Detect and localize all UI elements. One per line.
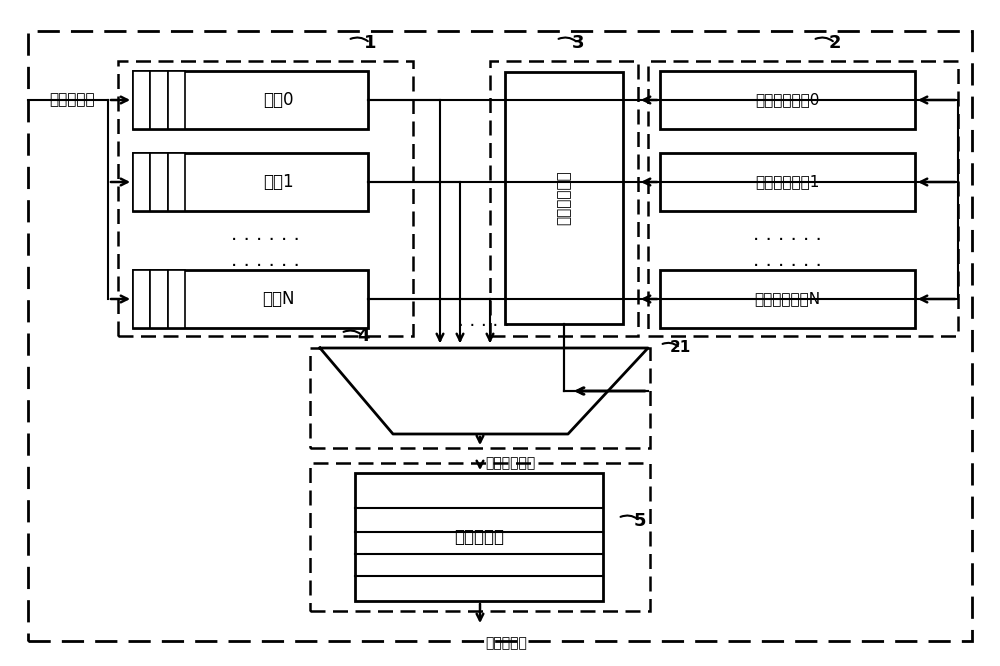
- Bar: [150, 71, 168, 129]
- Text: · · · · · ·: · · · · · ·: [753, 232, 822, 250]
- Text: 21: 21: [669, 340, 691, 356]
- Bar: [118, 61, 413, 336]
- Bar: [133, 71, 150, 129]
- Text: 权値计数逻辑1: 权値计数逻辑1: [755, 174, 820, 190]
- Text: · · · · · ·: · · · · · ·: [231, 232, 299, 250]
- Text: · · · · · ·: · · · · · ·: [231, 256, 299, 276]
- Bar: [168, 270, 185, 328]
- Bar: [168, 153, 185, 211]
- Text: · · · · · ·: · · · · · ·: [753, 256, 822, 276]
- Bar: [310, 348, 650, 448]
- Text: 队共0: 队共0: [263, 91, 294, 109]
- Text: 5: 5: [634, 512, 646, 530]
- Bar: [660, 71, 915, 129]
- Bar: [133, 270, 150, 328]
- Bar: [133, 153, 150, 211]
- Text: 队列N: 队列N: [262, 290, 295, 308]
- Text: 4: 4: [357, 327, 369, 345]
- Bar: [168, 71, 185, 129]
- Bar: [133, 71, 368, 129]
- Bar: [355, 473, 603, 601]
- Bar: [660, 270, 915, 328]
- Text: 权値计数逻辑0: 权値计数逻辑0: [755, 93, 820, 107]
- Bar: [660, 153, 915, 211]
- Bar: [133, 153, 368, 211]
- Text: 3: 3: [572, 34, 584, 52]
- Text: 最小权値判断: 最小权値判断: [556, 170, 572, 225]
- Bar: [150, 270, 168, 328]
- Bar: [310, 463, 650, 611]
- Bar: [505, 72, 623, 324]
- Text: 权値计数逻辑N: 权値计数逻辑N: [754, 292, 821, 306]
- Bar: [490, 61, 638, 336]
- Text: 2: 2: [829, 34, 841, 52]
- Text: 锁访问请求: 锁访问请求: [49, 93, 95, 107]
- Bar: [648, 61, 958, 336]
- Bar: [150, 153, 168, 211]
- Text: 1: 1: [364, 34, 376, 52]
- Text: 被选择的请求: 被选择的请求: [485, 456, 535, 470]
- Text: 锁访问应响: 锁访问应响: [485, 636, 527, 650]
- Bar: [133, 270, 368, 328]
- Text: 队共1: 队共1: [263, 173, 294, 191]
- Text: · · · · ·: · · · · ·: [458, 317, 510, 335]
- Polygon shape: [320, 348, 648, 434]
- Text: 锁存储空间: 锁存储空间: [454, 528, 504, 546]
